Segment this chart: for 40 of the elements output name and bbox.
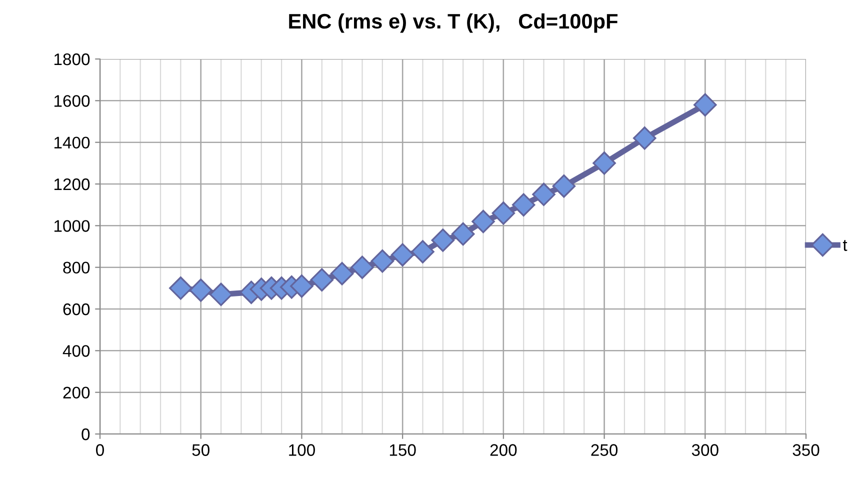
x-tick-label: 300 xyxy=(692,444,718,456)
point xyxy=(632,126,656,150)
y-tick-label: 600 xyxy=(63,303,90,316)
y-tick-label: 0 xyxy=(82,428,90,440)
point xyxy=(330,262,354,286)
point xyxy=(350,256,374,279)
point xyxy=(592,152,616,175)
y-tick-label: 1600 xyxy=(54,95,90,107)
point xyxy=(451,222,475,246)
x-tick-label: 150 xyxy=(390,444,416,456)
x-tick-label: 250 xyxy=(591,444,618,456)
point xyxy=(492,202,516,225)
legend-label: t xyxy=(842,240,848,251)
x-tick-label: 200 xyxy=(490,444,517,456)
point xyxy=(310,268,334,292)
point xyxy=(532,182,556,206)
y-tick-label: 200 xyxy=(63,386,90,399)
point xyxy=(290,274,314,298)
point xyxy=(512,193,536,216)
y-tick-label: 400 xyxy=(62,345,90,357)
point xyxy=(169,276,192,300)
chart-title: ENC (rms e) vs. T (K), Cd=100pF xyxy=(289,13,618,33)
x-tick-label: 100 xyxy=(289,444,315,456)
point xyxy=(189,278,212,302)
point xyxy=(411,240,434,264)
point xyxy=(209,282,233,306)
point xyxy=(694,93,717,116)
y-tick-label: 1200 xyxy=(54,178,90,190)
point xyxy=(431,228,455,252)
x-tick-label: 350 xyxy=(792,444,820,456)
point xyxy=(390,243,414,266)
y-tick-label: 800 xyxy=(63,262,90,274)
y-tick-label: 1400 xyxy=(54,136,90,149)
point xyxy=(552,174,576,198)
x-tick-label: 0 xyxy=(96,444,104,456)
y-tick-label: 1800 xyxy=(54,53,90,66)
point xyxy=(370,249,394,273)
x-tick-label: 50 xyxy=(192,444,210,456)
y-tick-label: 1000 xyxy=(54,220,90,232)
point xyxy=(472,210,495,234)
